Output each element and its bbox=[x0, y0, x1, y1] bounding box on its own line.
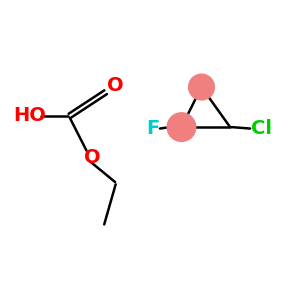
Text: Cl: Cl bbox=[251, 119, 272, 138]
Text: F: F bbox=[146, 119, 160, 138]
Circle shape bbox=[189, 74, 214, 100]
Text: O: O bbox=[107, 76, 124, 95]
Text: O: O bbox=[85, 148, 101, 167]
Circle shape bbox=[167, 113, 196, 141]
Text: HO: HO bbox=[14, 106, 46, 125]
